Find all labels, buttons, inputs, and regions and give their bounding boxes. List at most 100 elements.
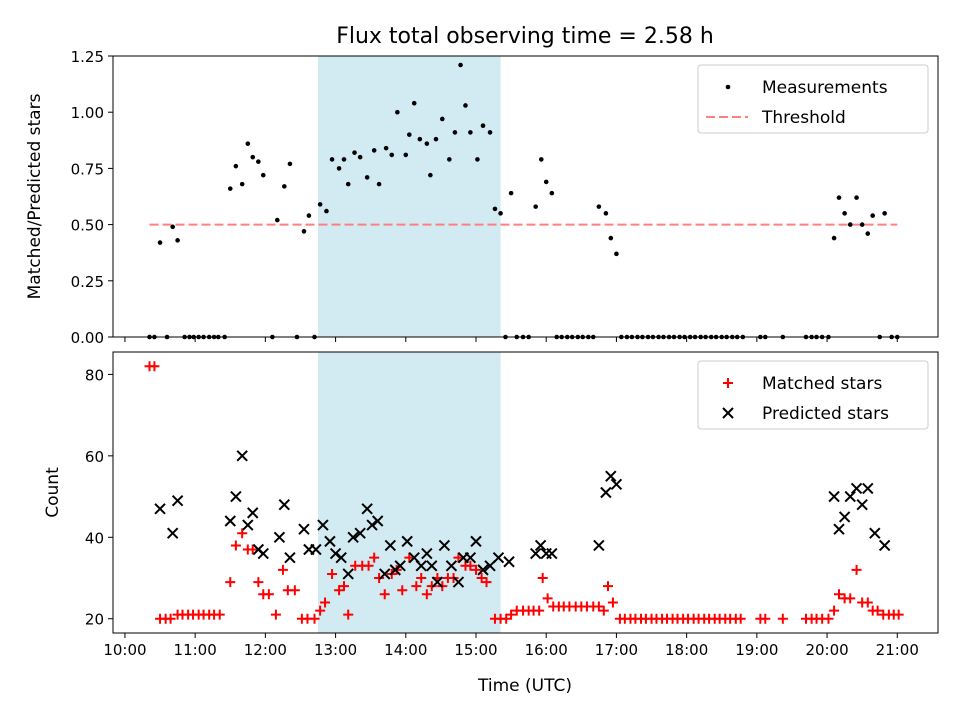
data-point [537, 573, 548, 584]
data-point [315, 605, 326, 616]
data-point [542, 593, 553, 604]
data-point [452, 576, 465, 588]
data-point [230, 540, 241, 551]
data-point [345, 181, 351, 187]
data-point [421, 547, 433, 560]
data-point [893, 609, 904, 620]
data-point [735, 613, 746, 624]
x-tick-label: 18:00 [665, 641, 708, 659]
data-point [844, 490, 856, 503]
data-point [233, 163, 239, 169]
data-point [438, 539, 451, 552]
data-point [838, 511, 851, 523]
x-tick-label: 19:00 [735, 641, 778, 659]
data-point [445, 560, 458, 572]
data-point [165, 613, 176, 624]
data-point [431, 576, 444, 588]
data-point [309, 613, 320, 624]
data-point [475, 157, 480, 162]
data-point [603, 211, 609, 216]
data-point [870, 213, 876, 218]
data-point [149, 361, 160, 372]
data-point [298, 523, 310, 535]
data-point [831, 235, 837, 241]
data-point [415, 560, 427, 572]
data-point [274, 217, 280, 223]
data-point [329, 547, 342, 560]
legend-swatch [723, 378, 733, 388]
data-point [452, 130, 458, 135]
data-point [453, 552, 464, 563]
data-point [458, 62, 463, 68]
data-point [214, 609, 225, 620]
x-axis-label: Time (UTC) [477, 676, 572, 696]
data-point [397, 585, 408, 596]
data-point [869, 527, 881, 539]
data-point [379, 568, 391, 580]
x-tick-label: 17:00 [595, 641, 638, 659]
data-point [872, 605, 883, 616]
data-point [470, 535, 482, 548]
shaded-span [318, 352, 501, 633]
legend-label: Measurements [762, 78, 888, 98]
y-tick-label: 0.75 [71, 160, 104, 178]
data-point [851, 564, 862, 575]
data-point [608, 235, 614, 241]
data-point [273, 531, 286, 544]
x-tick-label: 12:00 [244, 641, 287, 659]
data-point [480, 123, 486, 128]
data-point [170, 224, 175, 230]
data-point [834, 589, 844, 600]
data-point [847, 222, 853, 227]
data-point [363, 560, 374, 571]
y-tick-label: 0.25 [71, 273, 104, 291]
data-point [343, 609, 354, 620]
data-point [605, 470, 617, 482]
data-point [336, 166, 342, 171]
data-point [329, 157, 335, 162]
data-point [878, 539, 891, 552]
data-point [247, 544, 258, 555]
data-point [389, 152, 395, 158]
data-point [865, 231, 871, 236]
data-point [498, 211, 503, 216]
data-point [416, 573, 427, 584]
data-point [327, 568, 338, 579]
data-point [237, 528, 248, 539]
data-point [250, 154, 256, 160]
data-point [224, 515, 236, 527]
x-tick-label: 10:00 [103, 641, 146, 659]
data-point [598, 605, 609, 616]
data-point [347, 531, 359, 544]
data-point [859, 222, 865, 227]
data-point [882, 211, 887, 216]
data-point [374, 573, 385, 584]
data-point [614, 251, 619, 257]
data-point [284, 551, 296, 564]
legend-label: Predicted stars [762, 404, 889, 424]
data-point [317, 519, 329, 531]
data-point [534, 539, 547, 552]
data-point [278, 499, 291, 511]
plot-frame [112, 351, 939, 634]
data-point [263, 589, 274, 600]
data-point [593, 539, 605, 552]
y-tick-label: 0.00 [71, 329, 104, 347]
data-point [856, 499, 868, 511]
data-point [320, 597, 331, 608]
data-point [317, 202, 323, 207]
data-point [364, 175, 370, 180]
data-point [257, 547, 269, 560]
data-point [543, 179, 549, 185]
y-tick-label: 40 [85, 529, 104, 547]
data-point [546, 547, 558, 560]
x-tick-label: 21:00 [876, 641, 919, 659]
data-point [506, 609, 517, 620]
data-point [352, 150, 357, 155]
data-point [287, 161, 293, 167]
data-point [341, 157, 347, 162]
y-axis-label: Matched/Predicted stars [25, 93, 45, 299]
data-point [175, 238, 180, 243]
data-point [433, 136, 439, 142]
